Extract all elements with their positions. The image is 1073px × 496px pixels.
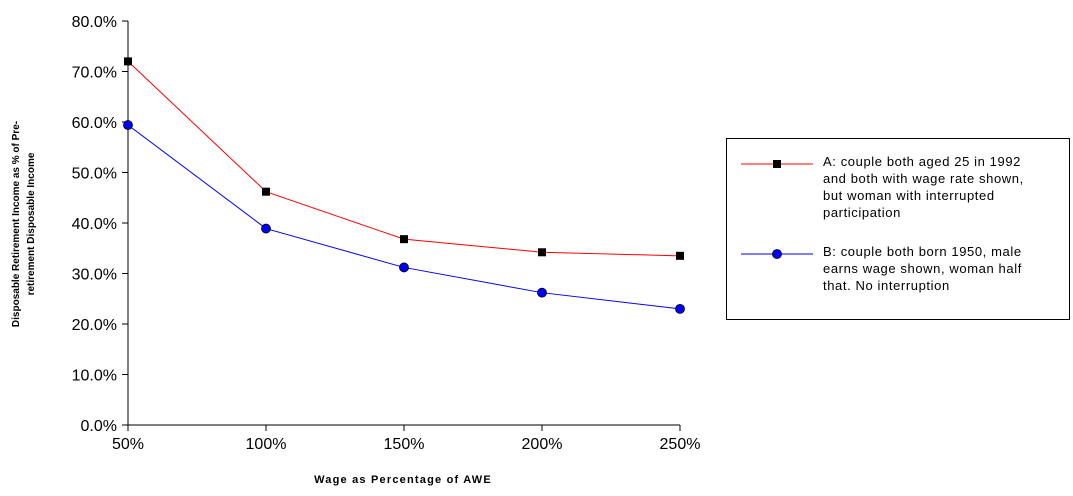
data-point-circle [537,287,547,298]
y-axis-label-line-1: Disposable Retirement Income as % of Pre… [11,121,22,327]
y-tick-label: 70.0% [72,65,117,82]
y-tick-label: 60.0% [72,115,117,132]
legend-line: earns wage shown, woman half [823,261,1022,276]
axes: 0.0% 10.0% 20.0% 30.0% 40.0% 50.0% 60.0% 70.0% 8… [72,14,701,453]
legend-line: and both with wage rate shown, [823,171,1024,186]
y-axis-label-line-2: retirement Disposable Income [26,152,37,295]
legend-label-a: A: couple both aged 25 in 1992 and both … [823,153,1065,221]
data-point-circle [675,303,685,314]
y-tick-label: 50.0% [72,166,117,183]
legend-line: but woman with interrupted [823,188,995,203]
data-point-circle [123,120,133,130]
x-tick-label: 100% [246,436,287,453]
series-b [123,120,685,314]
legend-line: that. No interruption [823,278,950,293]
series-line [127,61,681,257]
data-point-square [676,251,684,260]
series-layer [123,57,685,314]
data-point-square [262,187,270,196]
y-tick-label: 10.0% [72,368,117,385]
legend-line: participation [823,205,901,220]
legend-swatch-b [741,249,813,259]
data-point-circle [399,262,409,273]
x-tick-label: 200% [522,436,563,453]
data-point-square [124,57,132,66]
x-tick-label: 150% [384,436,425,453]
x-tick-label: 50% [112,436,144,453]
y-tick-label: 40.0% [72,216,117,233]
legend-swatch-a [741,160,813,168]
data-point-circle [261,223,271,234]
legend-label-b: B: couple both born 1950, male earns wag… [823,243,1065,294]
x-tick-label: 250% [660,436,701,453]
legend: A: couple both aged 25 in 1992 and both … [726,138,1070,320]
y-tick-label: 20.0% [72,317,117,334]
data-point-square [538,248,546,257]
legend-line: B: couple both born 1950, male [823,244,1022,259]
legend-line: A: couple both aged 25 in 1992 [823,154,1021,169]
series-a [124,57,684,260]
y-tick-label: 0.0% [81,418,117,435]
data-point-square [400,235,408,244]
y-tick-label: 80.0% [72,14,117,31]
y-tick-label: 30.0% [72,267,117,284]
x-axis-label: Wage as Percentage of AWE [314,474,492,486]
series-line [127,124,681,310]
